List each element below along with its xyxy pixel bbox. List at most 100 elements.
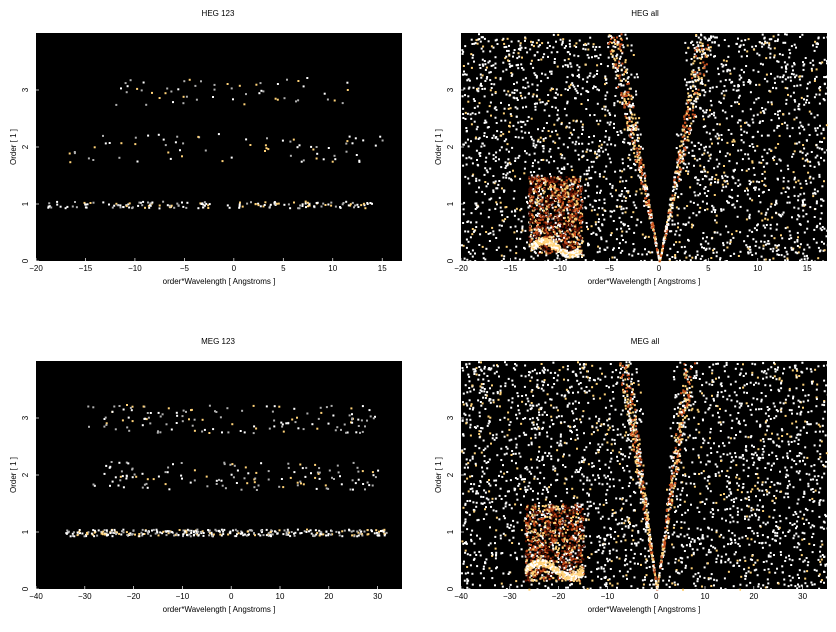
- heatmap-pixel: [558, 170, 560, 172]
- heatmap-pixel: [68, 531, 70, 533]
- heatmap-pixel: [725, 90, 727, 92]
- heatmap-pixel: [565, 64, 567, 66]
- heatmap-pixel: [790, 80, 792, 82]
- heatmap-pixel: [572, 75, 574, 77]
- heatmap-pixel: [472, 228, 474, 230]
- heatmap-pixel: [648, 251, 650, 253]
- heatmap-pixel: [625, 211, 627, 213]
- heatmap-pixel: [598, 89, 600, 91]
- heatmap-pixel: [560, 214, 562, 216]
- heatmap-pixel: [774, 40, 776, 42]
- heatmap-pixel: [678, 180, 680, 182]
- heatmap-pixel: [231, 87, 233, 89]
- heatmap-pixel: [528, 188, 530, 190]
- heatmap-pixel: [518, 136, 520, 138]
- heatmap-pixel: [515, 252, 517, 254]
- heatmap-pixel: [503, 43, 505, 45]
- heatmap-pixel: [738, 51, 740, 53]
- heatmap-pixel: [699, 207, 701, 209]
- heatmap-pixel: [679, 154, 681, 156]
- heatmap-pixel: [551, 217, 553, 219]
- heatmap-pixel: [106, 529, 108, 531]
- heatmap-pixel: [552, 141, 554, 143]
- heatmap-pixel: [718, 45, 720, 47]
- heatmap-pixel: [673, 176, 675, 178]
- heatmap-pixel: [754, 227, 756, 229]
- heatmap-pixel: [813, 238, 815, 240]
- heatmap-pixel: [545, 254, 547, 256]
- heatmap-pixel: [616, 228, 618, 230]
- heatmap-pixel: [794, 241, 796, 243]
- heatmap-pixel: [538, 230, 540, 232]
- heatmap-pixel: [563, 223, 565, 225]
- heatmap-pixel: [704, 91, 706, 93]
- heatmap-pixel: [489, 232, 491, 234]
- heatmap-pixel: [510, 226, 512, 228]
- heatmap-pixel: [684, 118, 686, 120]
- heatmap-pixel: [563, 192, 565, 194]
- heatmap-pixel: [761, 220, 763, 222]
- heatmap-pixel: [551, 106, 553, 108]
- heatmap-pixel: [778, 244, 780, 246]
- heatmap-pixel: [489, 168, 491, 170]
- heatmap-pixel: [686, 125, 688, 127]
- panel-title: HEG 123: [202, 9, 235, 18]
- heatmap-pixel: [510, 113, 512, 115]
- heatmap-pixel: [619, 58, 621, 60]
- heatmap-pixel: [595, 223, 597, 225]
- heatmap-pixel: [514, 190, 516, 192]
- heatmap-pixel: [641, 192, 643, 194]
- heatmap-pixel: [207, 529, 209, 531]
- heatmap-pixel: [749, 198, 751, 200]
- heatmap-pixel: [307, 202, 309, 204]
- heatmap-pixel: [591, 233, 593, 235]
- heatmap-pixel: [509, 66, 511, 68]
- heatmap-pixel: [711, 143, 713, 145]
- heatmap-pixel: [595, 221, 597, 223]
- heatmap-pixel: [723, 249, 725, 251]
- heatmap-pixel: [528, 132, 530, 134]
- heatmap-pixel: [570, 179, 572, 181]
- heatmap-pixel: [555, 130, 557, 132]
- heatmap-pixel: [255, 84, 257, 86]
- heatmap-pixel: [774, 113, 776, 115]
- heatmap-pixel: [467, 113, 469, 115]
- heatmap-pixel: [680, 168, 682, 170]
- heatmap-pixel: [297, 80, 299, 82]
- heatmap-pixel: [331, 530, 333, 532]
- heatmap-pixel: [582, 150, 584, 152]
- heatmap-pixel: [692, 44, 694, 46]
- heatmap-pixel: [467, 63, 469, 65]
- heatmap-pixel: [687, 136, 689, 138]
- heatmap-pixel: [65, 207, 67, 209]
- heatmap-pixel: [531, 174, 533, 176]
- heatmap-pixel: [129, 202, 131, 204]
- heatmap-pixel: [489, 50, 491, 52]
- heatmap-pixel: [798, 127, 800, 129]
- heatmap-pixel: [478, 112, 480, 114]
- heatmap-pixel: [607, 65, 609, 67]
- heatmap-pixel: [534, 229, 536, 231]
- heatmap-pixel: [530, 256, 532, 258]
- heatmap-pixel: [686, 131, 688, 133]
- heatmap-pixel: [770, 248, 772, 250]
- heatmap-pixel: [794, 150, 796, 152]
- heatmap-pixel: [494, 67, 496, 69]
- heatmap-pixel: [781, 66, 783, 68]
- heatmap-pixel: [78, 531, 80, 533]
- heatmap-pixel: [550, 232, 552, 234]
- heatmap-pixel: [801, 75, 803, 77]
- heatmap-pixel: [730, 73, 732, 75]
- heatmap-pixel: [497, 184, 499, 186]
- heatmap-pixel: [616, 259, 618, 261]
- heatmap-pixel: [544, 261, 546, 263]
- heatmap-pixel: [568, 220, 570, 222]
- heatmap-pixel: [476, 159, 478, 161]
- heatmap-pixel: [214, 84, 216, 86]
- heatmap-pixel: [779, 110, 781, 112]
- heatmap-pixel: [626, 117, 628, 119]
- heatmap-pixel: [536, 203, 538, 205]
- heatmap-pixel: [574, 234, 576, 236]
- heatmap-pixel: [684, 246, 686, 248]
- heatmap-pixel: [531, 83, 533, 85]
